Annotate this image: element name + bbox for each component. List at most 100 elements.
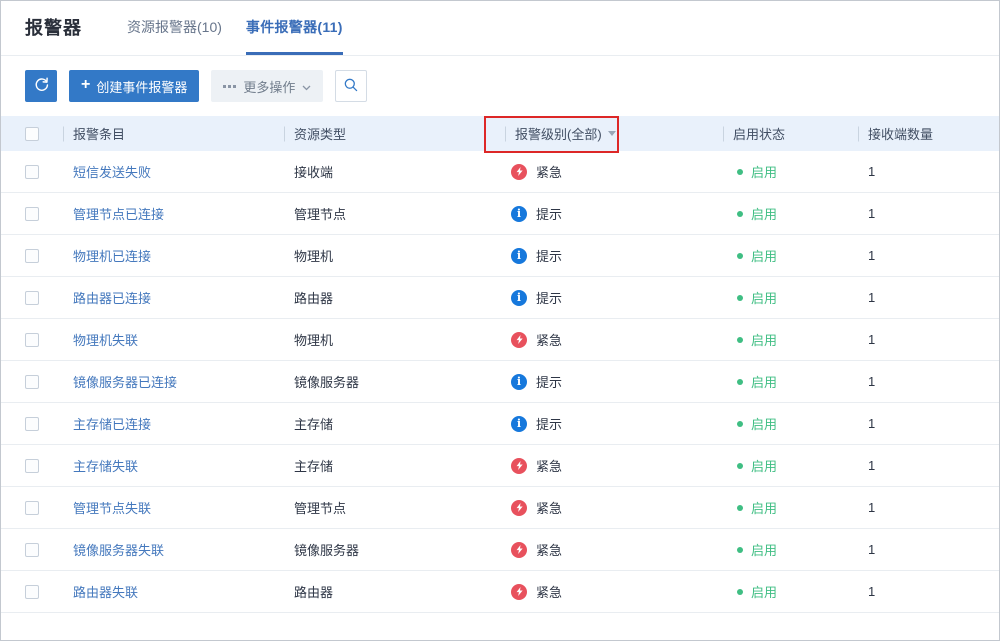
level-icon: i [511,457,527,474]
level-label: 提示 [536,249,563,264]
alarm-name-cell: 镜像服务器失联 [63,540,284,559]
alarm-name-link[interactable]: 管理节点已连接 [73,207,165,222]
resource-type-cell: 管理节点 [294,501,347,516]
refresh-button[interactable] [25,70,57,102]
alarm-name-link[interactable]: 主存储已连接 [73,417,152,432]
enable-status-cell: 启用 [723,414,858,433]
row-checkbox[interactable] [25,248,39,263]
alarm-name-link[interactable]: 镜像服务器已连接 [73,375,178,390]
alarm-level-cell: i 提示 [505,204,723,223]
level-icon: i [511,583,527,600]
alarm-name-cell: 物理机已连接 [63,246,284,265]
level-icon: i [511,541,527,558]
status-label: 启用 [751,207,778,222]
alarm-name-link[interactable]: 镜像服务器失联 [73,543,165,558]
resource-type-cell: 管理节点 [294,207,347,222]
alarm-name-cell: 管理节点失联 [63,498,284,517]
row-checkbox[interactable] [25,164,39,179]
receiver-count-cell: 1 [868,542,876,557]
info-icon: i [516,291,522,304]
alarm-name-link[interactable]: 路由器已连接 [73,291,152,306]
alarm-level-cell: i 提示 [505,246,723,265]
table-body: 短信发送失败 接收端 i 紧急 启用 1 管理节点已连接 管理节点 i [1,151,999,613]
enable-status-cell: 启用 [723,498,858,517]
resource-type-cell: 接收端 [294,165,334,180]
alarm-level-cell: i 提示 [505,372,723,391]
status-label: 启用 [751,417,778,432]
column-header-alarm-level[interactable]: 报警级别(全部) [505,124,723,143]
status-label: 启用 [751,501,778,516]
row-select-cell [1,416,63,431]
page-header: 报警器 资源报警器(10) 事件报警器(11) [1,1,999,56]
level-label: 紧急 [536,501,563,516]
emergency-bolt-icon [516,503,523,512]
level-label: 紧急 [536,585,563,600]
alarm-name-cell: 路由器失联 [63,582,284,601]
alarm-name-cell: 管理节点已连接 [63,204,284,223]
alarm-name-link[interactable]: 短信发送失败 [73,165,152,180]
row-checkbox[interactable] [25,374,39,389]
search-icon [343,77,359,96]
row-checkbox[interactable] [25,416,39,431]
status-dot-icon [737,252,743,259]
row-select-cell [1,374,63,389]
table-row: 主存储失联 主存储 i 紧急 启用 1 [1,445,999,487]
tab-event-alarms[interactable]: 事件报警器(11) [245,1,343,55]
alarm-level-cell: i 紧急 [505,456,723,475]
select-all-checkbox[interactable] [25,126,39,141]
level-icon: i [511,373,527,390]
alarm-level-cell: i 紧急 [505,162,723,181]
alarm-name-cell: 主存储失联 [63,456,284,475]
alarm-level-cell: i 紧急 [505,540,723,559]
alarm-name-link[interactable]: 路由器失联 [73,585,139,600]
column-header-enable-status: 启用状态 [723,124,858,143]
toolbar: + 创建事件报警器 更多操作 [1,56,999,116]
level-icon: i [511,247,527,264]
column-header-receiver-count: 接收端数量 [858,124,999,143]
row-checkbox[interactable] [25,542,39,557]
chevron-down-icon [302,79,311,94]
create-event-alarm-button[interactable]: + 创建事件报警器 [69,70,200,102]
column-header-alarm-name: 报警条目 [63,124,284,143]
plus-icon: + [81,76,91,93]
status-dot-icon [737,336,743,343]
search-button[interactable] [335,70,368,102]
status-dot-icon [737,504,743,511]
alarm-name-cell: 短信发送失败 [63,162,284,181]
enable-status-cell: 启用 [723,372,858,391]
row-select-cell [1,164,63,179]
more-actions-button[interactable]: 更多操作 [211,70,324,102]
enable-status-cell: 启用 [723,288,858,307]
table-row: 物理机失联 物理机 i 紧急 启用 1 [1,319,999,361]
alarm-level-cell: i 紧急 [505,582,723,601]
receiver-count-cell: 1 [868,332,876,347]
alarm-level-cell: i 紧急 [505,330,723,349]
alarm-name-link[interactable]: 物理机失联 [73,333,139,348]
row-checkbox[interactable] [25,458,39,473]
resource-type-cell: 主存储 [294,417,334,432]
alarm-name-link[interactable]: 主存储失联 [73,459,139,474]
status-label: 启用 [751,333,778,348]
page-title: 报警器 [25,18,82,38]
table-header-row: 报警条目 资源类型 报警级别(全部) 启用状态 接收端数量 [1,116,999,151]
event-alarm-table: 报警条目 资源类型 报警级别(全部) 启用状态 接收端数量 短信发送失败 接收端… [1,116,999,613]
row-checkbox[interactable] [25,332,39,347]
emergency-bolt-icon [516,587,523,596]
alarm-name-link[interactable]: 物理机已连接 [73,249,152,264]
row-checkbox[interactable] [25,500,39,515]
alarm-level-cell: i 提示 [505,414,723,433]
tab-bar: 资源报警器(10) 事件报警器(11) [127,1,343,55]
row-checkbox[interactable] [25,584,39,599]
level-icon: i [511,163,527,180]
status-dot-icon [737,462,743,469]
tab-resource-alarms[interactable]: 资源报警器(10) [127,19,222,35]
alarm-name-link[interactable]: 管理节点失联 [73,501,152,516]
status-dot-icon [737,210,743,217]
alarm-level-cell: i 提示 [505,288,723,307]
row-select-cell [1,500,63,515]
row-checkbox[interactable] [25,206,39,221]
level-label: 提示 [536,375,563,390]
row-checkbox[interactable] [25,290,39,305]
enable-status-cell: 启用 [723,204,858,223]
